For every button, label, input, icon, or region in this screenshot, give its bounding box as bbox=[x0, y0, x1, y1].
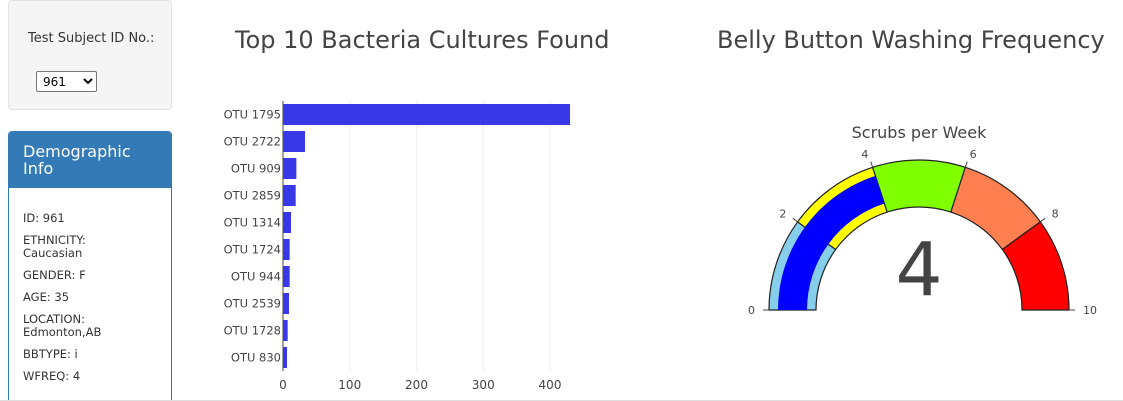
subject-id-select[interactable]: 961 bbox=[36, 71, 97, 92]
bar-x-tick-label: 200 bbox=[405, 378, 428, 390]
bar-y-tick-label: OTU 944 bbox=[231, 270, 281, 284]
info-wfreq: WFREQ: 4 bbox=[23, 369, 81, 383]
bar-y-tick-label: OTU 1724 bbox=[224, 243, 281, 257]
demographic-info-panel: Demographic Info ID: 961 ETHNICITY: Cauc… bbox=[8, 131, 172, 401]
gauge-tick-label: 6 bbox=[970, 148, 977, 161]
gauge-tick bbox=[1040, 217, 1046, 223]
gauge-step bbox=[871, 159, 967, 213]
gauge-tick bbox=[870, 161, 874, 168]
demographic-info-body: ID: 961 ETHNICITY: Caucasian GENDER: F A… bbox=[9, 188, 171, 383]
gauge-tick-label: 2 bbox=[779, 208, 786, 221]
gauge-subtitle: Scrubs per Week bbox=[852, 123, 987, 142]
subject-selector-well: Test Subject ID No.: 961 bbox=[8, 0, 172, 110]
bar-y-tick-label: OTU 2859 bbox=[224, 189, 281, 203]
demographic-info-title: Demographic Info bbox=[9, 132, 171, 188]
gauge-tick-label: 0 bbox=[748, 304, 755, 317]
bar-chart-title: Top 10 Bacteria Cultures Found bbox=[235, 26, 610, 54]
info-bbtype: BBTYPE: i bbox=[23, 347, 78, 361]
bar-otu bbox=[283, 131, 306, 152]
bar-x-tick-label: 100 bbox=[338, 378, 361, 390]
bar-y-tick-label: OTU 1314 bbox=[224, 216, 281, 230]
bar-otu bbox=[283, 320, 288, 341]
info-ethnicity: ETHNICITY: Caucasian bbox=[23, 233, 86, 260]
bar-y-tick-label: OTU 1795 bbox=[224, 108, 281, 122]
subject-selector-label: Test Subject ID No.: bbox=[28, 31, 155, 46]
gauge-value-label: 4 bbox=[895, 227, 942, 313]
bar-y-tick-label: OTU 1728 bbox=[224, 324, 281, 338]
bar-y-tick-label: OTU 909 bbox=[231, 162, 281, 176]
bar-otu bbox=[283, 212, 292, 233]
bar-y-tick-label: OTU 830 bbox=[231, 351, 281, 365]
bar-x-tick-label: 0 bbox=[279, 378, 287, 390]
bar-x-tick-label: 300 bbox=[472, 378, 495, 390]
gauge-tick bbox=[964, 161, 968, 168]
bar-chart: OTU 1795 OTU 2722 OTU 909 OTU 2859 OTU 1314 O… bbox=[224, 101, 571, 390]
bar-otu bbox=[283, 158, 297, 179]
bar-otu bbox=[283, 266, 290, 287]
bar-otu bbox=[283, 185, 296, 206]
gauge-chart-title: Belly Button Washing Frequency bbox=[717, 26, 1105, 54]
gauge-value-bar bbox=[778, 175, 885, 310]
gauge-tick-label: 10 bbox=[1083, 304, 1097, 317]
gauge-tick-label: 8 bbox=[1052, 208, 1059, 221]
gauge-tick bbox=[792, 217, 798, 223]
bar-otu bbox=[283, 293, 290, 314]
info-gender: GENDER: F bbox=[23, 268, 86, 282]
info-id: ID: 961 bbox=[23, 211, 65, 225]
bar-otu bbox=[283, 104, 571, 125]
info-location: LOCATION: Edmonton,AB bbox=[23, 312, 102, 339]
bar-otu bbox=[283, 347, 288, 368]
bar-otu bbox=[283, 239, 290, 260]
gauge-chart: Scrubs per Week 0 2 4 6 8 10 4 bbox=[748, 123, 1097, 317]
info-age: AGE: 35 bbox=[23, 290, 70, 304]
bar-x-tick-label: 400 bbox=[539, 378, 562, 390]
gauge-tick-label: 4 bbox=[861, 148, 868, 161]
bar-y-tick-label: OTU 2722 bbox=[224, 135, 281, 149]
bar-y-tick-label: OTU 2539 bbox=[224, 297, 281, 311]
